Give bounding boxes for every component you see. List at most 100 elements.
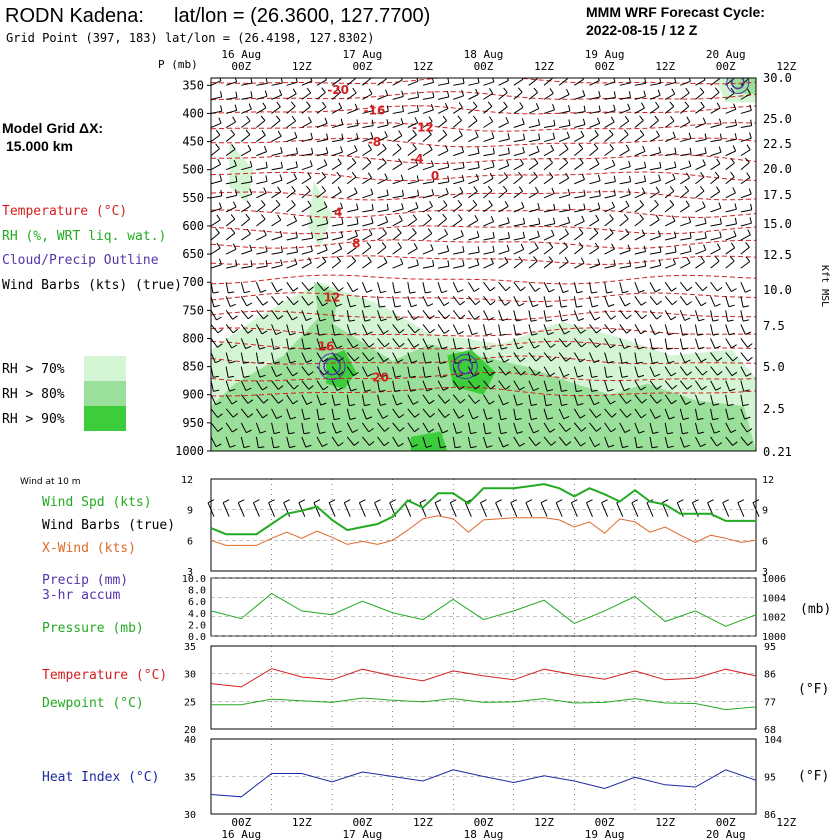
wind-barb: [558, 282, 569, 294]
wind-barb: [589, 408, 602, 419]
wind-barb: [559, 450, 560, 451]
wind-barb: [604, 189, 616, 199]
wind-barb: [755, 98, 756, 100]
model-grid-label: Model Grid ΔX:: [2, 120, 103, 136]
wind-barb: [271, 295, 284, 306]
wind-barb: [240, 380, 252, 392]
wind-barb: [392, 258, 404, 269]
wind-barb: [649, 281, 661, 293]
wind-barb: [679, 352, 691, 364]
temperature-label: 16: [318, 339, 335, 353]
wind-barb: [301, 310, 312, 321]
wind-barb: [634, 450, 636, 451]
wind-barb: [634, 187, 646, 199]
wind-barb: [513, 366, 526, 376]
wind-barb: [452, 394, 466, 404]
wind-barb: [513, 243, 525, 255]
wind-barb: [589, 338, 602, 348]
wind-barb: [301, 87, 312, 100]
wind-barb: [377, 257, 388, 269]
wind-barb: [240, 115, 251, 128]
wind-barb: [558, 256, 569, 269]
wind-barb: [392, 242, 402, 255]
wind-barb: [558, 144, 569, 157]
wind-barb: [392, 158, 403, 171]
wind-barb: [483, 422, 492, 435]
wind-barb: [725, 338, 737, 349]
wind-tick-left: 9: [187, 506, 193, 517]
wind-barb: [528, 324, 538, 336]
wind-barb: [361, 366, 373, 377]
wind-barb-10m: [313, 499, 321, 517]
wind-barb: [316, 380, 329, 391]
wind-barb: [241, 160, 253, 171]
wind-barb: [347, 203, 359, 213]
wind-barb: [468, 173, 480, 185]
wind-barb: [256, 295, 268, 306]
wind-barb: [407, 324, 420, 334]
wind-barb: [649, 259, 662, 269]
wind-barb: [332, 133, 344, 143]
wind-barb: [271, 199, 281, 213]
wind-barb: [528, 218, 541, 227]
wind-barb: [241, 260, 253, 269]
pressure-tick-label: 850: [182, 360, 204, 374]
wind-barb: [256, 408, 268, 419]
wind-barb: [619, 366, 629, 378]
wind-barb: [453, 230, 464, 241]
wind-barb: [286, 324, 296, 336]
wind-barb: [664, 352, 675, 364]
wind-barb: [225, 144, 236, 157]
wind-barb: [255, 338, 266, 350]
wind-barb-10m: [419, 499, 427, 517]
heat-tick-right: 95: [764, 773, 776, 784]
wind-barb: [604, 201, 616, 213]
wind-barb: [241, 244, 253, 255]
wind-barb: [710, 450, 712, 451]
wind-barb: [286, 394, 299, 405]
pressure-tick-label: 700: [182, 275, 204, 289]
wind-barb: [438, 450, 439, 451]
rh-shading-area: [307, 181, 333, 249]
wind-barb: [680, 172, 691, 185]
wind-barb: [286, 338, 295, 350]
hour-label-top: 12Z: [776, 60, 796, 73]
wind-barb: [437, 229, 449, 241]
wind-barb: [225, 282, 235, 294]
wind-barb: [331, 256, 341, 269]
wind-barb: [634, 200, 644, 213]
wind-barb: [331, 186, 342, 199]
wind-barb: [286, 173, 298, 185]
wind-barb-10m: [737, 499, 745, 517]
wind-barb: [695, 366, 708, 376]
wind-barb: [725, 171, 735, 185]
wind-barb: [362, 204, 374, 213]
wind-barb: [528, 310, 537, 322]
wind-barb: [422, 78, 435, 86]
wind-barb: [331, 338, 343, 349]
wind-barb: [755, 296, 756, 300]
wind-barb: [241, 228, 251, 241]
wind-barb: [377, 436, 390, 447]
wind-barb: [695, 117, 707, 128]
wind-barb: [468, 215, 479, 227]
wind-barb: [680, 245, 692, 255]
heat-tick-left: 30: [184, 810, 196, 821]
wind-barb: [271, 101, 281, 114]
wind-barb: [619, 380, 630, 392]
wind-barb: [634, 422, 645, 434]
wind-barb-10m: [268, 499, 276, 517]
wind-barb: [604, 436, 615, 448]
wind-barb: [498, 422, 507, 435]
temperature-isotherm: [211, 255, 756, 265]
wind-barb: [316, 422, 326, 434]
wind-barb: [437, 436, 447, 449]
wind-barb: [407, 436, 418, 448]
wind-barb: [407, 129, 417, 142]
wind-barb: [271, 394, 284, 404]
wind-barb: [467, 281, 480, 292]
temperature-isotherm: [211, 90, 756, 101]
wind-barb: [574, 105, 586, 114]
wind-barb: [513, 310, 523, 322]
hour-label-bottom: 12Z: [655, 816, 675, 829]
